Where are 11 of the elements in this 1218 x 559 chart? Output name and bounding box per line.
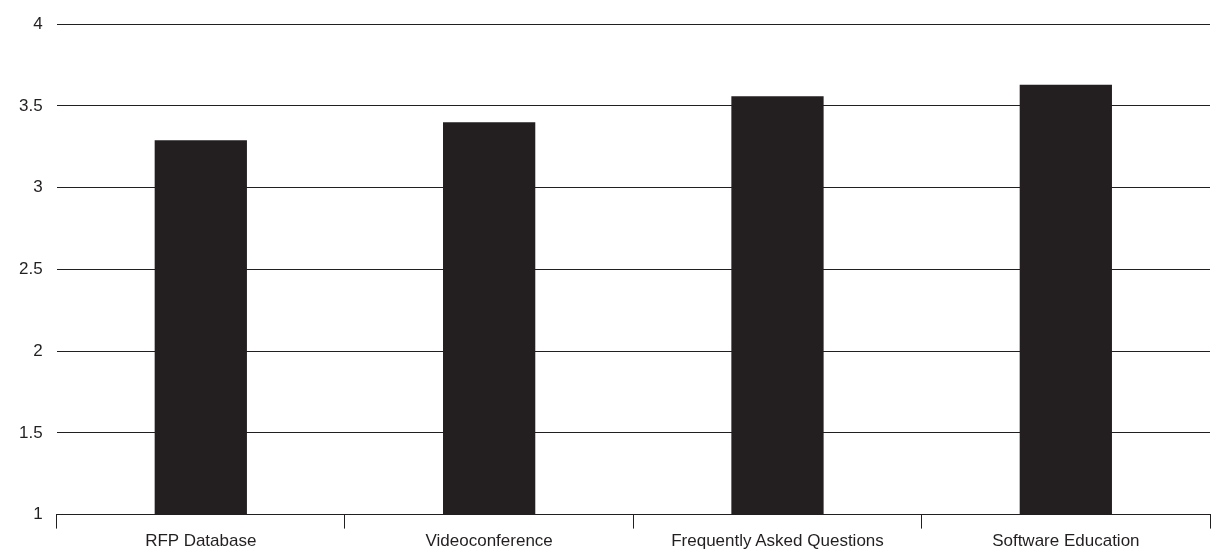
y-tick-label: 2.5 [18,259,43,279]
y-tick-label: 3 [33,177,43,197]
y-tick-label: 2 [33,340,43,360]
y-tick-label: 4 [33,13,43,33]
x-tick-label: Videoconference [425,531,553,551]
x-tick-label: RFP Database [145,531,257,551]
x-tick-label: Software Education [992,531,1140,551]
y-tick-label: 3.5 [18,95,43,115]
x-tick-label: Frequently Asked Questions [671,531,884,551]
y-tick-label: 1 [33,504,43,524]
y-tick-label: 1.5 [18,422,43,442]
